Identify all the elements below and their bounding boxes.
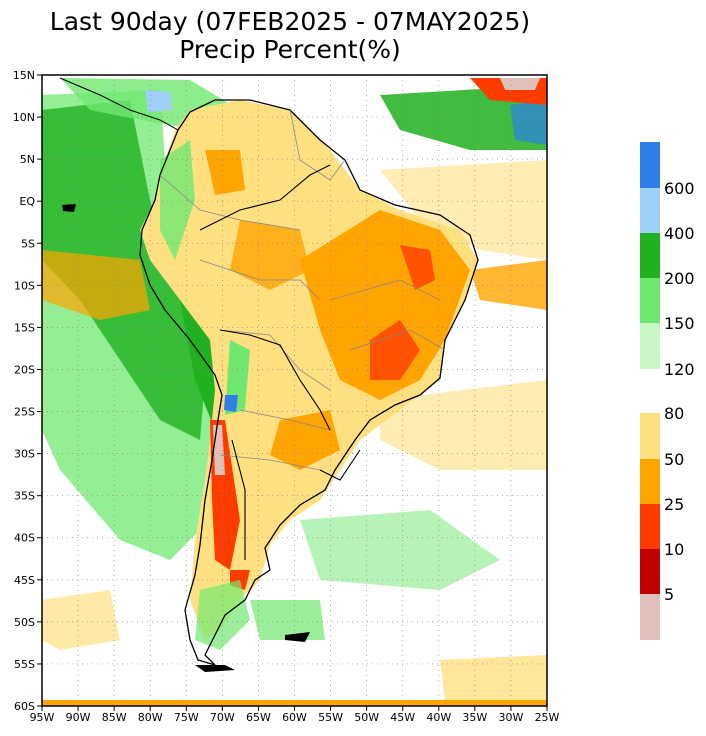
lon-tick-label: 40W — [426, 711, 451, 724]
colorbar-swatch — [640, 413, 660, 459]
lon-tick-label: 30W — [498, 711, 523, 724]
colorbar-upper — [640, 142, 660, 369]
colorbar-label: 25 — [664, 495, 684, 514]
lon-tick-label: 45W — [390, 711, 415, 724]
lat-tick-label: 20S — [14, 363, 35, 376]
lat-tick-label: 10S — [14, 279, 35, 292]
colorbar-label: 5 — [664, 585, 674, 604]
lat-tick-label: 45S — [14, 574, 35, 587]
colorbar-label: 10 — [664, 540, 684, 559]
lat-tick-label: EQ — [19, 195, 35, 208]
lon-tick-label: 60W — [282, 711, 307, 724]
colorbar-swatch — [640, 323, 660, 369]
colorbar-label: 80 — [664, 404, 684, 423]
map-subtitle: Precip Percent(%) — [179, 35, 401, 64]
lon-tick-label: 85W — [102, 711, 127, 724]
lon-tick-label: 90W — [66, 711, 91, 724]
lat-tick-label: 25S — [14, 406, 35, 419]
longitude-axis: 95W 90W 85W 80W 75W 70W 65W 60W 55W 50W 45W 40W 35W 3… — [30, 706, 560, 724]
colorbar-swatch — [640, 233, 660, 278]
lat-tick-label: 60S — [14, 700, 35, 713]
colorbar-label: 200 — [664, 269, 695, 288]
lat-tick-label: 5S — [21, 237, 35, 250]
lon-tick-label: 75W — [174, 711, 199, 724]
colorbar-swatch — [640, 142, 660, 188]
lat-tick-label: 5N — [20, 153, 35, 166]
colorbar-label: 120 — [664, 360, 695, 379]
colorbar-label: 150 — [664, 314, 695, 333]
colorbar-swatch — [640, 594, 660, 640]
lon-tick-label: 70W — [210, 711, 235, 724]
colorbar-swatch — [640, 278, 660, 323]
lon-tick-label: 80W — [138, 711, 163, 724]
colorbar-label: 50 — [664, 450, 684, 469]
lat-tick-label: 55S — [14, 658, 35, 671]
lon-tick-label: 55W — [318, 711, 343, 724]
map-title: Last 90day (07FEB2025 - 07MAY2025) — [49, 7, 531, 36]
lat-tick-label: 40S — [14, 532, 35, 545]
lat-tick-label: 15S — [14, 321, 35, 334]
lat-tick-label: 35S — [14, 490, 35, 503]
lat-tick-label: 30S — [14, 448, 35, 461]
colorbar-lower — [640, 413, 660, 640]
lat-tick-label: 15N — [13, 69, 35, 82]
colorbar-swatch — [640, 459, 660, 504]
map-field — [42, 75, 547, 706]
lon-tick-label: 50W — [354, 711, 379, 724]
lon-tick-label: 35W — [462, 711, 487, 724]
latitude-axis: 15N 10N 5N EQ 5S 10S 15S 20S 25S 30S 35S 40S 45S 50S 5… — [13, 69, 42, 713]
colorbar-label: 400 — [664, 224, 695, 243]
colorbar-label: 600 — [664, 179, 695, 198]
lat-tick-label: 10N — [13, 111, 35, 124]
colorbar-swatch — [640, 549, 660, 594]
colorbar-swatch — [640, 188, 660, 233]
lat-tick-label: 50S — [14, 616, 35, 629]
lon-tick-label: 65W — [246, 711, 271, 724]
colorbar-swatch — [640, 504, 660, 549]
lon-tick-label: 95W — [30, 711, 55, 724]
lon-tick-label: 25W — [535, 711, 560, 724]
